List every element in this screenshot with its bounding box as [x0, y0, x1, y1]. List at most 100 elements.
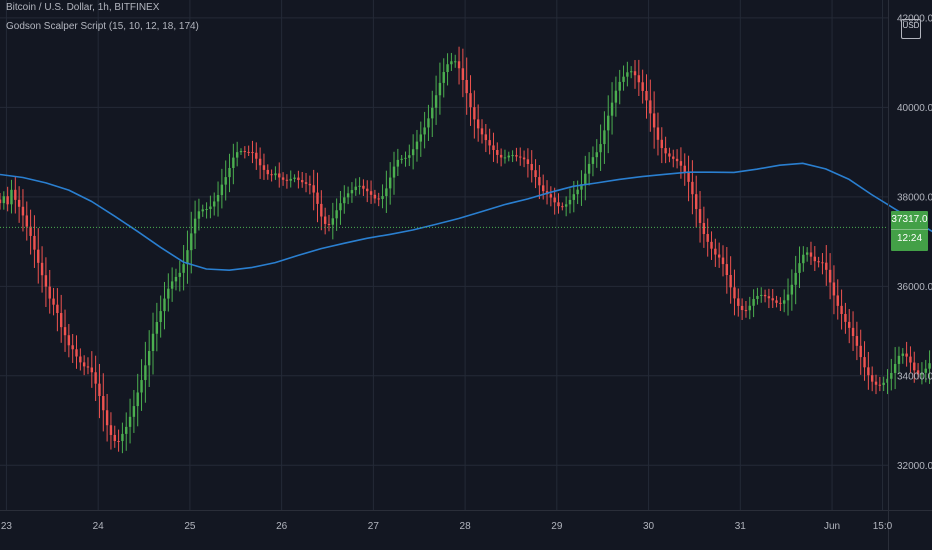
candle-body	[561, 206, 564, 208]
candle-body	[752, 298, 755, 306]
candle	[779, 297, 782, 311]
candle	[691, 160, 694, 215]
candle	[147, 330, 151, 387]
candle-body	[339, 203, 342, 211]
candle	[434, 75, 438, 125]
candle-body	[190, 233, 193, 251]
candle-body	[117, 441, 120, 443]
y-tick-label: 32000.0	[897, 461, 932, 472]
candle-body	[909, 356, 912, 363]
candle	[60, 294, 63, 343]
candle-body	[285, 179, 289, 181]
candle-body	[721, 257, 725, 265]
candle-body	[258, 158, 262, 166]
candle-body	[0, 199, 2, 204]
candle	[278, 162, 281, 188]
candle	[561, 202, 564, 211]
candle-body	[113, 434, 116, 442]
x-tick-label: 27	[368, 521, 380, 532]
candle	[82, 355, 86, 376]
candle-body	[737, 298, 740, 306]
candle-body	[346, 193, 350, 198]
x-tick-label: 31	[735, 521, 747, 532]
candle-body	[756, 295, 759, 299]
candle-body	[377, 198, 380, 200]
candle-body	[442, 72, 445, 83]
candle	[331, 202, 335, 240]
candle-body	[37, 249, 40, 263]
candle-body	[480, 128, 484, 135]
candle	[641, 69, 644, 104]
candle	[526, 148, 530, 178]
candle-body	[147, 351, 151, 366]
x-tick-label: 30	[643, 521, 655, 532]
candle-body	[675, 158, 679, 162]
candle	[607, 95, 610, 154]
candle-body	[323, 216, 327, 224]
candle	[6, 186, 9, 212]
candle-body	[193, 218, 197, 234]
candle-body	[213, 201, 216, 207]
candle	[557, 193, 560, 214]
candle-body	[717, 254, 721, 258]
candle-body	[691, 181, 694, 195]
candle-body	[10, 189, 13, 205]
candle-body	[848, 321, 851, 328]
candle	[652, 91, 656, 149]
x-tick-label: Jun	[824, 521, 840, 532]
candle-body	[71, 345, 74, 350]
candle	[859, 329, 862, 375]
candle-body	[102, 396, 105, 411]
candle	[235, 141, 239, 167]
candle	[595, 139, 598, 168]
candle-body	[320, 203, 323, 217]
candle	[258, 147, 262, 179]
candle	[890, 358, 893, 391]
candle	[882, 376, 885, 392]
candle	[649, 79, 652, 132]
candle	[274, 166, 277, 180]
candle-body	[44, 275, 48, 287]
candle	[442, 58, 445, 98]
candle	[262, 153, 266, 180]
candle-body	[725, 264, 729, 275]
candle	[21, 189, 25, 232]
candle	[771, 289, 774, 308]
candle	[297, 170, 300, 189]
currency-button[interactable]: USD	[901, 19, 921, 39]
candle	[897, 346, 901, 375]
candle	[121, 422, 124, 454]
candle	[484, 124, 488, 153]
candle-body	[714, 248, 717, 255]
candle-body	[186, 250, 189, 265]
candle-body	[656, 127, 660, 140]
candle-body	[125, 426, 128, 434]
candle	[105, 393, 109, 442]
candle	[304, 173, 308, 193]
candle	[645, 74, 648, 119]
candle	[40, 246, 44, 293]
candle-body	[763, 294, 767, 297]
candle-body	[415, 141, 419, 150]
candle	[450, 52, 453, 71]
candle-body	[52, 298, 55, 305]
candle	[2, 191, 6, 210]
candle-body	[465, 79, 468, 94]
candle	[610, 82, 614, 135]
candle-body	[308, 183, 312, 186]
candle-body	[209, 206, 212, 210]
candle	[599, 124, 602, 171]
candle-body	[274, 173, 277, 176]
candle-body	[817, 261, 820, 263]
indicator-legend[interactable]: Godson Scalper Script (15, 10, 12, 18, 1…	[6, 21, 199, 32]
candle	[79, 348, 82, 371]
candle	[836, 279, 839, 320]
candle	[415, 129, 419, 162]
candle	[530, 150, 533, 183]
candle	[503, 149, 507, 164]
candle	[427, 104, 430, 141]
candle-body	[392, 166, 396, 178]
candle-body	[136, 392, 139, 407]
